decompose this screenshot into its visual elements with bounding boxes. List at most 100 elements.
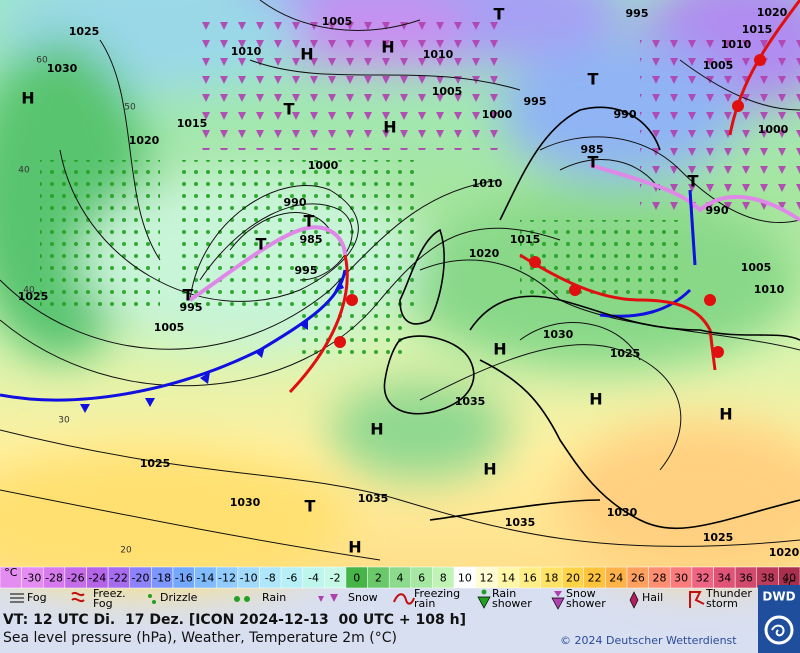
isobar-label: 995 [524,95,547,108]
scale-label: -10 [240,572,258,585]
latitude-label: 60 [36,56,48,66]
scale-label: 36 [739,572,753,585]
pressure-system: H [493,340,506,359]
scale-label: 20 [566,572,580,585]
scale-label: -16 [175,572,193,585]
valid-time: VT: 12 UTC Di. 17 Dez. [ICON 2024-12-13 … [3,612,466,628]
dwd-logo: DWD [758,585,800,653]
pressure-system: T [588,153,599,172]
isobar-label: 1015 [510,233,541,246]
copyright: © 2024 Deutscher Wetterdienst [560,634,737,647]
scale-label: -12 [218,572,236,585]
legend-label: Fog [27,591,47,604]
scale-label: -28 [45,572,63,585]
pressure-system: T [284,100,295,119]
isobar-label: 1035 [455,395,486,408]
isobar-label: 1030 [543,328,574,341]
isobar-label: 1000 [482,108,513,121]
pressure-system: T [305,497,316,516]
scale-label: 26 [631,572,645,585]
isobar-label: 1030 [230,496,261,509]
pressure-system: T [304,212,315,231]
scale-label: 24 [609,572,623,585]
pressure-system: T [256,235,267,254]
pressure-system: T [494,5,505,24]
pressure-system: T [688,172,699,191]
isobar-label: 995 [295,264,318,277]
isobar-label: 1010 [754,283,785,296]
scale-label: -20 [132,572,150,585]
scale-label: 2 [375,572,382,585]
isobar-label: 990 [284,196,307,209]
isobar-label: 1020 [757,6,788,19]
isobar-label: 1015 [742,23,773,36]
pressure-system: H [348,538,361,557]
isobar-label: 1015 [177,117,208,130]
legend-label: Snow shower [566,587,606,610]
isobar-label: 1035 [505,516,536,529]
isobar-label: 1035 [358,492,389,505]
scale-label: 14 [501,572,515,585]
legend-label: Rain shower [492,587,532,610]
isobar-label: 1010 [423,48,454,61]
scale-label: 10 [458,572,472,585]
isobar-label: 985 [300,233,323,246]
latitude-label: 50 [124,103,136,113]
legend-label: Freezing rain [414,587,461,610]
scale-label: -4 [308,572,319,585]
isobar-label: 1030 [47,62,78,75]
scale-label: -14 [196,572,214,585]
scale-label: 12 [479,572,493,585]
description: Sea level pressure (hPa), Weather, Tempe… [3,630,397,646]
pressure-system: H [719,405,732,424]
pressure-system: H [300,45,313,64]
scale-label: -6 [286,572,297,585]
isobar-label: 1005 [432,85,463,98]
isobar-label: 1005 [154,321,185,334]
scale-label: -22 [110,572,128,585]
logo-text: DWD [762,590,795,604]
scale-label: 28 [652,572,666,585]
coastlines [383,106,800,530]
isobar-label: 1000 [758,123,789,136]
scale-label: -18 [153,572,171,585]
isobar-label: 1025 [610,347,641,360]
legend-label: Rain [262,591,287,604]
isobar-label: 1010 [721,38,752,51]
isobar-label: 1025 [140,457,171,470]
scale-label: 4 [397,572,404,585]
scale-label: -26 [67,572,85,585]
scale-label: 30 [674,572,688,585]
isobar-label: 985 [581,143,604,156]
isobar-label: 1020 [129,134,160,147]
pressure-system: H [483,460,496,479]
scale-unit: °C [4,566,18,579]
pressure-system: H [370,420,383,439]
scale-label: 0 [353,572,360,585]
isobar-label: 995 [180,301,203,314]
legend-icons [10,589,705,610]
scale-label: -24 [88,572,106,585]
scale-label: 6 [418,572,425,585]
isobar-label: 1010 [231,45,262,58]
isobar-label: 1005 [322,15,353,28]
isobar-label: 1025 [703,531,734,544]
isobar-label: 1005 [741,261,772,274]
scale-label: -8 [265,572,276,585]
scale-label: -30 [23,572,41,585]
isobar-label: 990 [706,204,729,217]
scale-label: -2 [330,572,341,585]
latitude-label: 20 [120,546,132,556]
legend-label: Thunder storm [706,587,752,610]
isobar-label: 1010 [472,177,503,190]
scale-label: 18 [544,572,558,585]
isobars [0,0,800,561]
isobar-label: 995 [626,7,649,20]
legend-label: Hail [642,591,664,604]
pressure-system: H [381,38,394,57]
isobar-label: 1020 [769,546,800,559]
fronts [0,0,800,413]
latitude-label: 30 [58,416,70,426]
